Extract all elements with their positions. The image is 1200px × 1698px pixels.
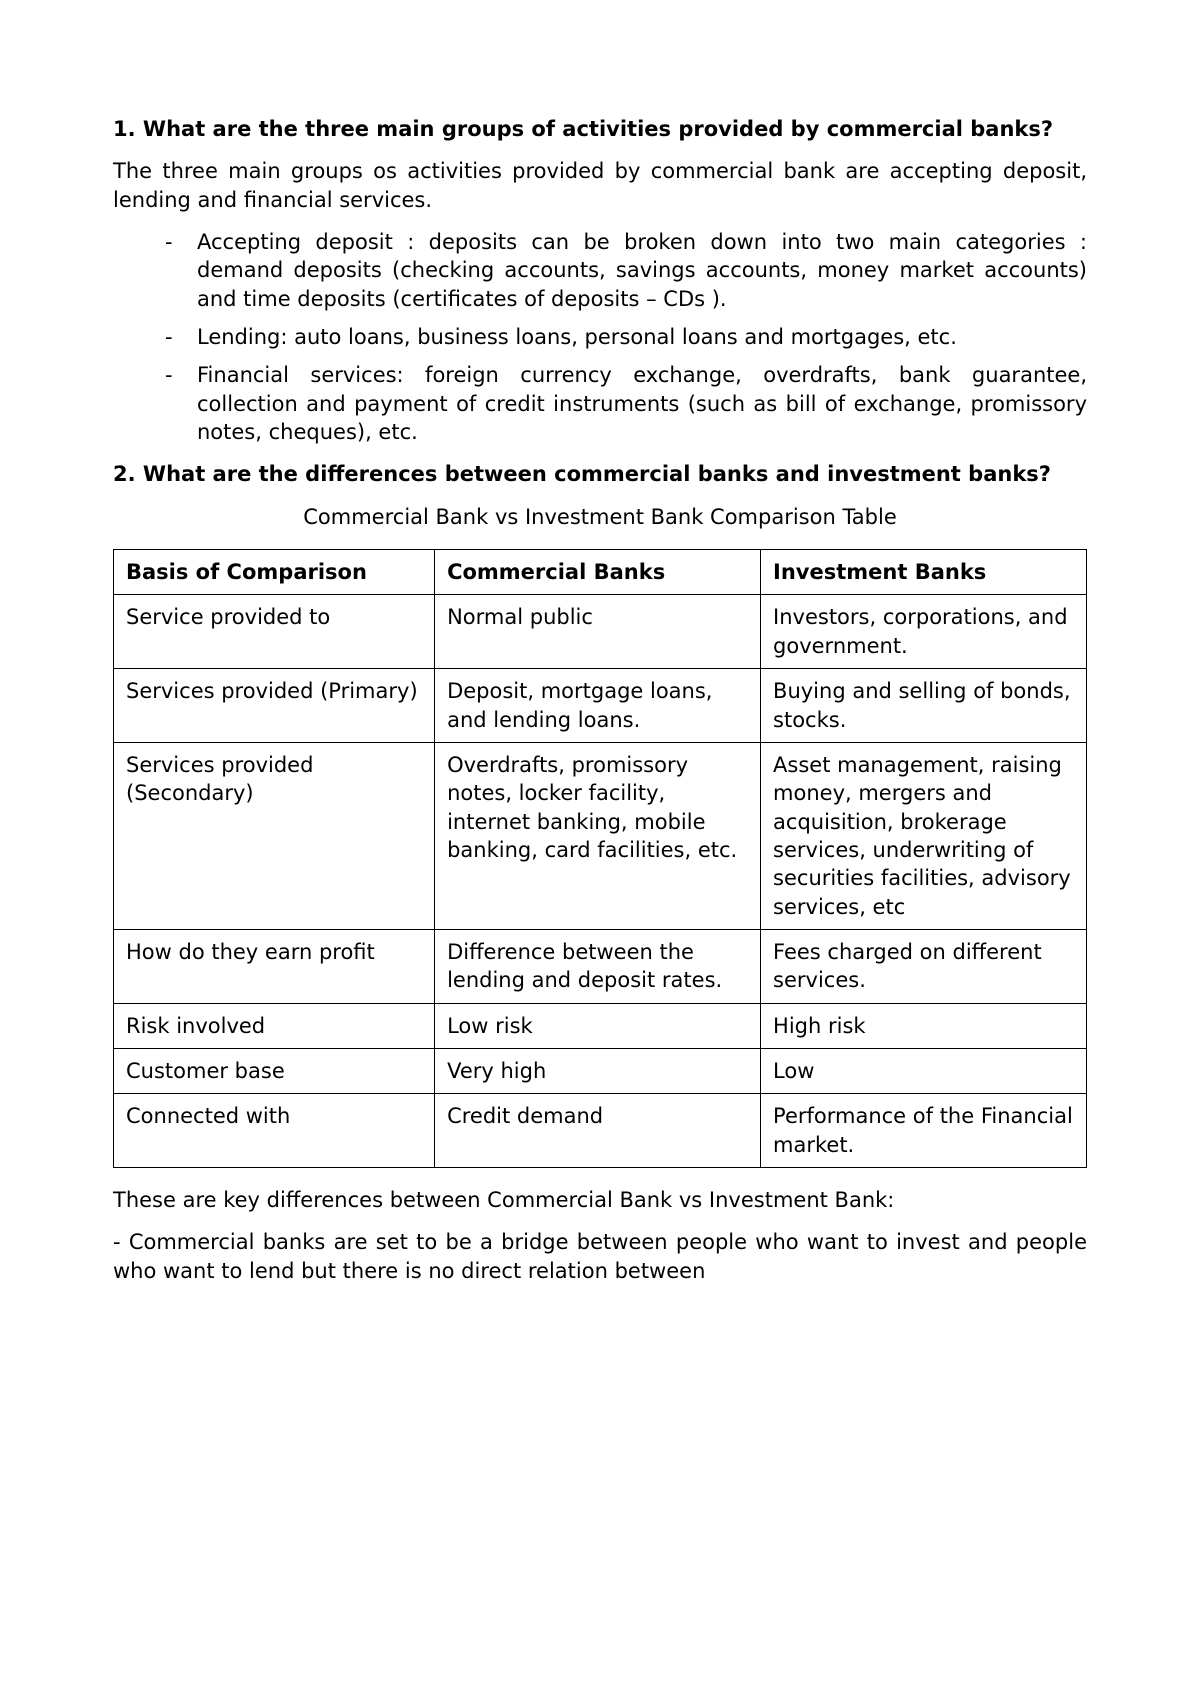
table-cell: Service provided to xyxy=(114,595,435,669)
table-cell: Overdrafts, promissory notes, locker fac… xyxy=(435,742,761,929)
comparison-table: Basis of Comparison Commercial Banks Inv… xyxy=(113,549,1087,1168)
table-cell: Customer base xyxy=(114,1048,435,1093)
table-cell: Deposit, mortgage loans, and lending loa… xyxy=(435,669,761,743)
table-cell: Fees charged on different services. xyxy=(761,929,1087,1003)
list-item: Financial services: foreign currency exc… xyxy=(165,361,1087,446)
list-item: Lending: auto loans, business loans, per… xyxy=(165,323,1087,351)
table-cell: Asset management, raising money, mergers… xyxy=(761,742,1087,929)
table-header-row: Basis of Comparison Commercial Banks Inv… xyxy=(114,550,1087,595)
table-row: Service provided to Normal public Invest… xyxy=(114,595,1087,669)
table-row: Services provided (Primary) Deposit, mor… xyxy=(114,669,1087,743)
q1-heading: 1. What are the three main groups of act… xyxy=(113,115,1087,143)
q2-number: 2. xyxy=(113,462,136,486)
table-cell: Normal public xyxy=(435,595,761,669)
table-title: Commercial Bank vs Investment Bank Compa… xyxy=(113,503,1087,531)
table-row: Customer base Very high Low xyxy=(114,1048,1087,1093)
table-cell: Performance of the Financial market. xyxy=(761,1094,1087,1168)
table-cell: Services provided (Primary) xyxy=(114,669,435,743)
table-cell: Credit demand xyxy=(435,1094,761,1168)
table-cell: Services provided (Secondary) xyxy=(114,742,435,929)
table-cell: Investors, corporations, and government. xyxy=(761,595,1087,669)
table-row: How do they earn profit Difference betwe… xyxy=(114,929,1087,1003)
table-cell: How do they earn profit xyxy=(114,929,435,1003)
q1-number: 1. xyxy=(113,117,136,141)
closing-para-1: These are key differences between Commer… xyxy=(113,1186,1087,1214)
q1-intro: The three main groups os activities prov… xyxy=(113,157,1087,214)
table-cell: Risk involved xyxy=(114,1003,435,1048)
table-header: Investment Banks xyxy=(761,550,1087,595)
list-item: Accepting deposit : deposits can be brok… xyxy=(165,228,1087,313)
closing-para-2: - Commercial banks are set to be a bridg… xyxy=(113,1228,1087,1285)
table-cell: Very high xyxy=(435,1048,761,1093)
table-cell: Buying and selling of bonds, stocks. xyxy=(761,669,1087,743)
table-cell: Difference between the lending and depos… xyxy=(435,929,761,1003)
table-cell: Connected with xyxy=(114,1094,435,1168)
q2-heading: 2. What are the differences between comm… xyxy=(113,460,1087,488)
table-row: Connected with Credit demand Performance… xyxy=(114,1094,1087,1168)
table-cell: Low xyxy=(761,1048,1087,1093)
table-header: Basis of Comparison xyxy=(114,550,435,595)
q2-title: What are the differences between commerc… xyxy=(143,462,1051,486)
q1-title: What are the three main groups of activi… xyxy=(143,117,1053,141)
table-row: Risk involved Low risk High risk xyxy=(114,1003,1087,1048)
table-header: Commercial Banks xyxy=(435,550,761,595)
q1-bullets: Accepting deposit : deposits can be brok… xyxy=(165,228,1087,446)
table-cell: High risk xyxy=(761,1003,1087,1048)
table-row: Services provided (Secondary) Overdrafts… xyxy=(114,742,1087,929)
table-cell: Low risk xyxy=(435,1003,761,1048)
